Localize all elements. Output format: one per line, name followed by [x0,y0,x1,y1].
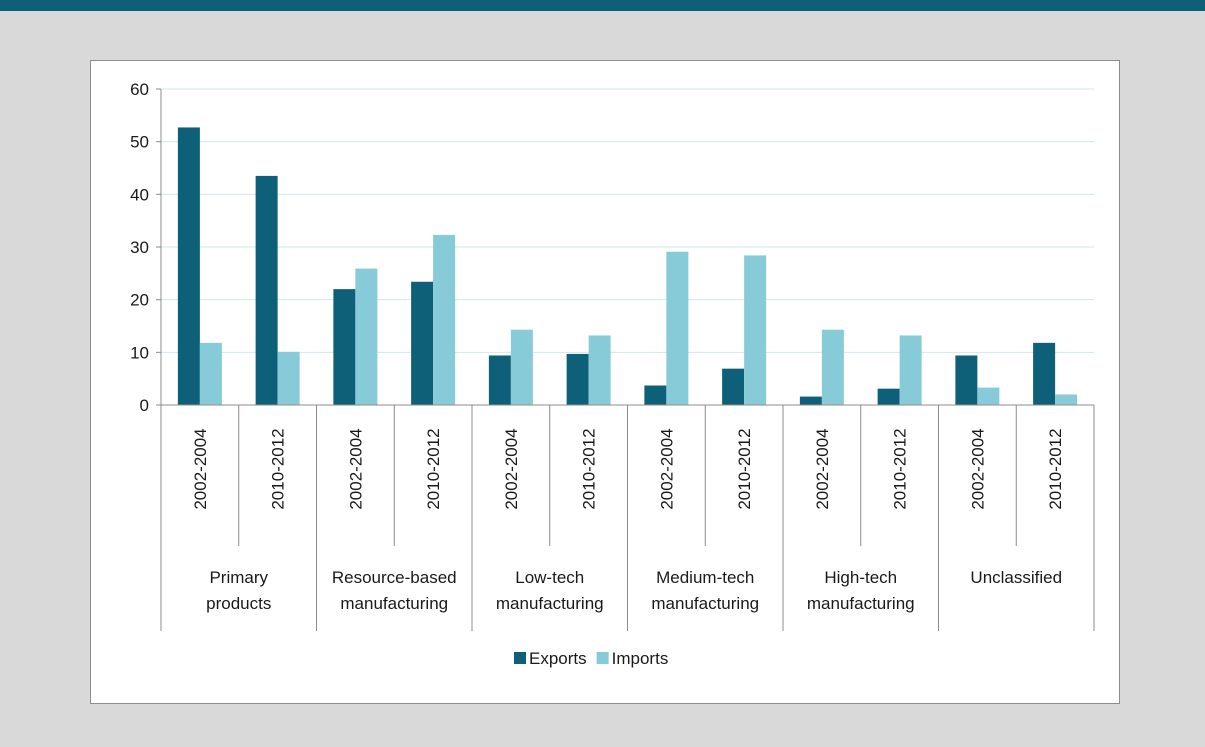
period-label: 2010-2012 [1046,428,1065,509]
y-tick-label: 60 [130,80,149,99]
exports-bar [1033,342,1056,405]
y-tick-labels: 0 10 20 30 40 50 60 [130,80,149,415]
exports-bar [799,396,822,405]
y-tick-label: 40 [130,185,149,204]
exports-bar [955,355,978,405]
y-tick-label: 20 [130,291,149,310]
group-label: Resource-based [332,568,457,587]
group-label: Primary [209,568,268,587]
y-tick-label: 30 [130,238,149,257]
top-accent-bar [0,0,1205,11]
y-tick-label: 50 [130,133,149,152]
legend-exports-swatch [514,652,526,664]
period-label: 2002-2004 [968,428,987,509]
gridlines [161,88,1094,353]
exports-bar [255,175,278,405]
imports-bar [666,251,689,405]
bars [177,127,1078,406]
period-label: 2002-2004 [813,428,832,509]
period-label: 2010-2012 [735,428,754,509]
exports-bar [333,289,356,405]
period-label: 2010-2012 [580,428,599,509]
imports-bar [588,335,611,405]
period-label: 2002-2004 [657,428,676,509]
period-label: 2002-2004 [346,428,365,509]
imports-bar [277,351,300,405]
group-label: Unclassified [970,568,1062,587]
imports-bar [199,342,222,405]
x-tick-labels: 2002-2004 2010-2012 Primary products 2002-20… [191,428,1065,613]
bar-chart: 0 10 20 30 40 50 60 2002-2004 2010-2012 Primary p… [130,80,1095,668]
exports-bar [722,368,745,405]
group-label: manufacturing [496,594,604,613]
y-tick-label: 10 [130,343,149,362]
period-label: 2002-2004 [191,428,210,509]
imports-bar [510,329,533,405]
group-label: Low-tech [515,568,584,587]
exports-bar [177,127,200,406]
group-label: manufacturing [807,594,915,613]
legend-imports-label: Imports [612,649,669,668]
imports-bar [744,255,767,405]
group-label: manufacturing [340,594,448,613]
group-label: products [206,594,271,613]
period-label: 2010-2012 [269,428,288,509]
axes [156,88,1095,631]
exports-bar [411,281,434,405]
imports-bar [821,329,844,405]
exports-bar [644,385,667,405]
exports-bar [488,355,511,405]
group-label: manufacturing [651,594,759,613]
imports-bar [1055,394,1078,405]
imports-bar [899,335,922,405]
exports-bar [877,388,900,405]
period-label: 2010-2012 [891,428,910,509]
group-label: Medium-tech [656,568,754,587]
y-tick-label: 0 [140,396,149,415]
group-label: High-tech [824,568,897,587]
chart-frame: 0 10 20 30 40 50 60 2002-2004 2010-2012 Primary p… [90,60,1120,704]
imports-bar [433,234,456,405]
legend: Exports Imports [514,649,668,668]
imports-bar [977,387,1000,405]
period-label: 2010-2012 [424,428,443,509]
legend-exports-label: Exports [529,649,587,668]
legend-imports-swatch [596,652,609,664]
imports-bar [355,268,378,405]
period-label: 2002-2004 [502,428,521,509]
exports-bar [566,353,589,405]
